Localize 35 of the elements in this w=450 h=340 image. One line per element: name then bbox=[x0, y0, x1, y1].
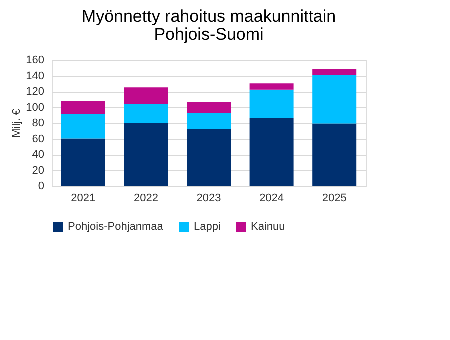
y-tick-label: 160 bbox=[26, 54, 44, 66]
y-tick-label: 0 bbox=[38, 180, 44, 192]
x-tick-label: 2021 bbox=[71, 192, 96, 204]
x-tick-label: 2024 bbox=[260, 192, 284, 204]
y-tick-label: 40 bbox=[32, 149, 44, 161]
bar bbox=[187, 114, 231, 130]
legend-label: Pohjois-Pohjanmaa bbox=[68, 221, 164, 233]
y-tick-label: 60 bbox=[32, 133, 44, 146]
bar bbox=[250, 118, 294, 186]
y-tick-label: 140 bbox=[26, 70, 44, 82]
bar bbox=[124, 123, 168, 186]
bar bbox=[187, 129, 231, 186]
legend-label: Kainuu bbox=[251, 221, 286, 233]
chart-subtitle: Pohjois-Suomi bbox=[154, 25, 264, 44]
bar bbox=[312, 74, 357, 124]
chart-title: Myönnetty rahoitus maakunnittain bbox=[82, 7, 336, 26]
bar bbox=[61, 114, 106, 139]
bar bbox=[312, 124, 357, 186]
y-tick-label: 80 bbox=[32, 118, 44, 130]
bar bbox=[124, 88, 168, 104]
bar bbox=[124, 104, 168, 123]
y-tick-label: 100 bbox=[26, 102, 44, 114]
bar bbox=[187, 102, 231, 114]
bar bbox=[61, 138, 106, 186]
bar bbox=[312, 69, 357, 75]
y-tick-label: 20 bbox=[32, 164, 44, 177]
bar bbox=[61, 100, 106, 114]
x-tick-label: 2025 bbox=[322, 192, 347, 204]
bar bbox=[250, 90, 294, 118]
y-tick-label: 120 bbox=[26, 86, 44, 98]
x-tick-label: 2023 bbox=[196, 192, 222, 204]
legend-label: Lappi bbox=[194, 221, 221, 233]
bar bbox=[250, 84, 294, 90]
x-tick-label: 2022 bbox=[134, 192, 158, 204]
y-axis-title: Milj. € bbox=[11, 109, 24, 138]
